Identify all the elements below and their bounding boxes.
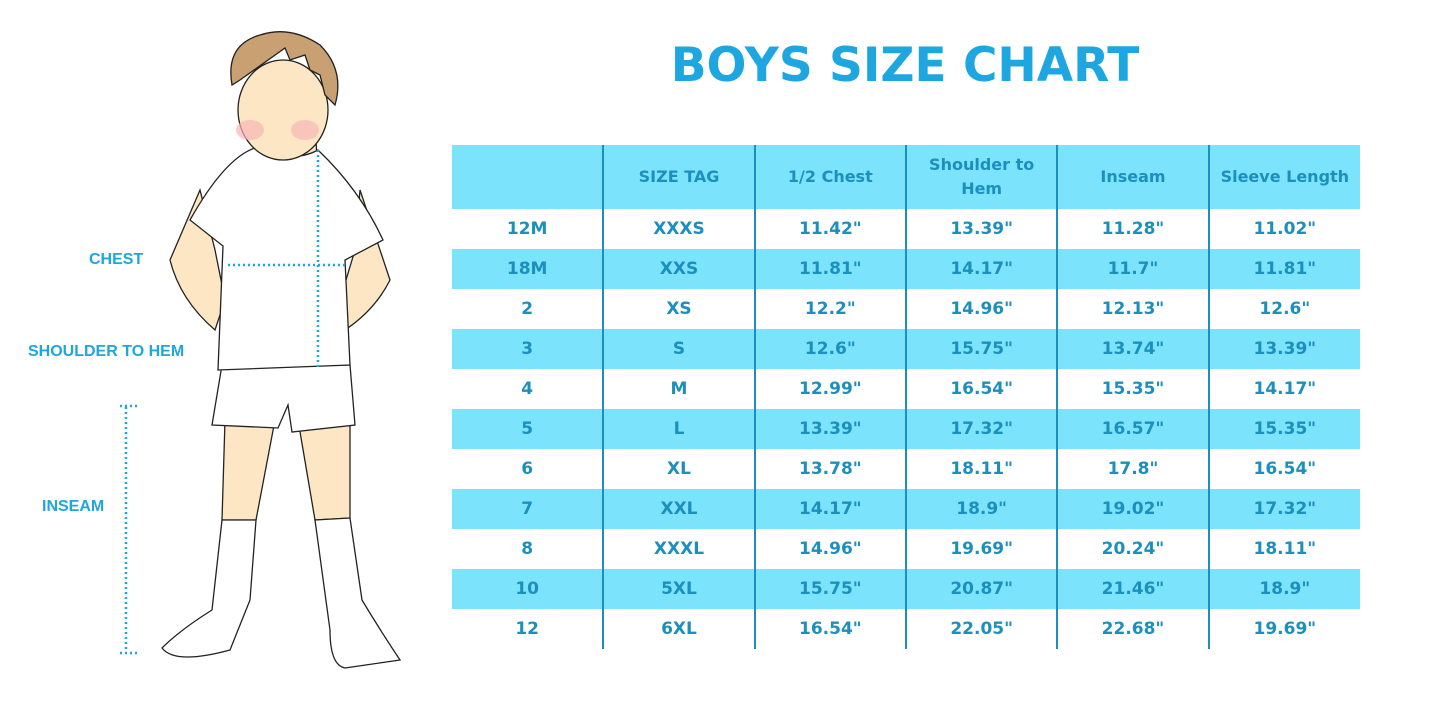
table-cell: 21.46" [1056, 569, 1209, 609]
table-cell: 18.9" [1207, 569, 1360, 609]
table-cell: 11.81" [1207, 249, 1360, 289]
table-row: 7 XXL 14.17" 18.9" 19.02" 17.32" [452, 489, 1360, 529]
table-cell: XXL [602, 489, 755, 529]
table-cell: 5 [452, 409, 604, 449]
hair [230, 31, 339, 107]
left-leg [221, 419, 276, 521]
table-cell: 11.02" [1207, 209, 1360, 249]
shorts [211, 364, 356, 433]
table-cell: 2 [521, 299, 534, 319]
table-cell: 11.28" [1056, 209, 1209, 249]
table-row: 3 S 12.6" 15.75" 13.74" 13.39" [452, 329, 1360, 369]
table-cell: 19.69" [904, 529, 1058, 569]
table-cell: 11.42" [753, 209, 906, 249]
table-cell: 17.8" [1056, 449, 1209, 489]
table-cell: 15.75" [753, 569, 906, 609]
table-cell: L [602, 409, 755, 449]
table-cell: 12.2" [753, 289, 906, 329]
table-cell: 13.78" [753, 449, 906, 489]
table-cell: 10 [452, 569, 604, 609]
left-sock [161, 519, 257, 658]
table-cell: 16.54" [904, 369, 1058, 409]
table-cell: 17.32" [904, 409, 1058, 449]
table-cell: 12.6" [753, 329, 906, 369]
table-cell: 18.11" [904, 449, 1058, 489]
table-row: 8 XXXL 14.96" 19.69" 20.24" 18.11" [452, 529, 1360, 569]
table-cell: 3 [452, 329, 604, 369]
table-cell: 13.74" [1056, 329, 1209, 369]
table-row: 12M XXXS 11.42" 13.39" 11.28" 11.02" [452, 209, 1360, 249]
table-cell: 15.75" [904, 329, 1058, 369]
shoulder-to-hem-label: SHOULDER TO HEM [28, 343, 185, 360]
right-sock [314, 517, 402, 669]
face [237, 59, 329, 161]
table-cell: 22.05" [904, 609, 1058, 649]
table-row: 5 L 13.39" 17.32" 16.57" 15.35" [452, 409, 1360, 449]
table-cell: 12M [506, 219, 548, 239]
table-cell: 12.13" [1056, 289, 1209, 329]
table-cell: 16.54" [753, 609, 906, 649]
table-cell: 15.35" [1207, 409, 1360, 449]
table-cell: 15.35" [1056, 369, 1209, 409]
table-cell: 18M [452, 249, 604, 289]
table-cell: 8 [521, 539, 534, 559]
table-cell: 20.24" [1056, 529, 1209, 569]
size-chart-table: SIZE TAG 1/2 Chest Shoulder to Hem Inseam Sl… [452, 145, 1360, 649]
table-cell: 7 [452, 489, 604, 529]
table-cell: 4 [521, 379, 534, 399]
table-cell: XXXL [602, 529, 755, 569]
table-cell: 5XL [602, 569, 755, 609]
table-row: 2 XS 12.2" 14.96" 12.13" 12.6" [452, 289, 1360, 329]
table-cell: 18.11" [1207, 529, 1360, 569]
left-arm [169, 187, 226, 332]
column-header: 1/2 Chest [753, 145, 906, 209]
table-cell: 13.39" [1207, 329, 1360, 369]
table-cell: XXXS [602, 209, 755, 249]
column-header: Inseam [1056, 145, 1209, 209]
table-cell: 12.6" [1207, 289, 1360, 329]
table-cell: M [602, 369, 755, 409]
column-header: Shoulder to Hem [904, 145, 1058, 209]
table-cell: 20.87" [904, 569, 1058, 609]
table-cell: 14.96" [753, 529, 906, 569]
table-cell: 11.81" [753, 249, 906, 289]
table-row: 6 XL 13.78" 18.11" 17.8" 16.54" [452, 449, 1360, 489]
table-cell: 12.99" [753, 369, 906, 409]
table-cell: 14.17" [1207, 369, 1360, 409]
column-header [452, 145, 604, 209]
table-cell: 14.96" [904, 289, 1058, 329]
table-header-row: SIZE TAG 1/2 Chest Shoulder to Hem Inseam Sl… [452, 145, 1360, 209]
table-cell: XXS [602, 249, 755, 289]
table-cell: 6 [521, 459, 534, 479]
table-cell: 13.39" [904, 209, 1058, 249]
column-header: Sleeve Length [1207, 145, 1360, 209]
table-cell: 14.17" [904, 249, 1058, 289]
table-row: 4 M 12.99" 16.54" 15.35" 14.17" [452, 369, 1360, 409]
inseam-label: INSEAM [42, 498, 105, 515]
table-cell: 12 [515, 619, 539, 639]
table-cell: 17.32" [1207, 489, 1360, 529]
table-cell: XS [602, 289, 755, 329]
table-row: 18M XXS 11.81" 14.17" 11.7" 11.81" [452, 249, 1360, 289]
page-title: BOYS SIZE CHART [670, 38, 1140, 93]
table-cell: 22.68" [1056, 609, 1209, 649]
table-cell: 13.39" [753, 409, 906, 449]
chest-label: CHEST [89, 251, 144, 268]
table-cell: S [602, 329, 755, 369]
right-leg [297, 419, 351, 521]
table-cell: XL [602, 449, 755, 489]
table-cell: 11.7" [1056, 249, 1209, 289]
table-cell: 6XL [602, 609, 755, 649]
table-cell: 16.57" [1056, 409, 1209, 449]
table-row: 12 6XL 16.54" 22.05" 22.68" 19.69" [452, 609, 1360, 649]
table-row: 10 5XL 15.75" 20.87" 21.46" 18.9" [452, 569, 1360, 609]
table-cell: 19.69" [1207, 609, 1360, 649]
column-header: SIZE TAG [602, 145, 755, 209]
table-cell: 18.9" [904, 489, 1058, 529]
table-cell: 16.54" [1207, 449, 1360, 489]
boy-illustration [120, 31, 402, 669]
table-cell: 19.02" [1056, 489, 1209, 529]
table-cell: 14.17" [753, 489, 906, 529]
